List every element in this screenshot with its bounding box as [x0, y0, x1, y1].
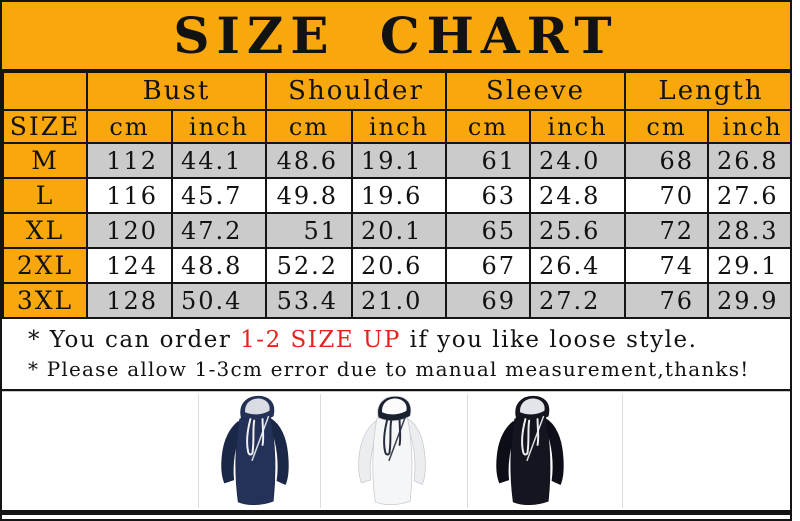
measurement-cell: 47.2 [171, 212, 267, 249]
unit-cell-inch: inch [707, 109, 790, 144]
measurement-cell: 48.8 [171, 247, 267, 284]
measurement-cell: 27.2 [529, 282, 627, 319]
size-cell: XL [2, 212, 88, 249]
unit-cell-cm: cm [445, 109, 532, 144]
size-row-2xl: 2XL 124 48.8 52.2 20.6 67 26.4 74 29.1 [2, 247, 790, 284]
measurement-cell: 116 [86, 177, 173, 214]
tile-divider [467, 394, 468, 508]
measurement-cell: 45.7 [171, 177, 267, 214]
measurement-cell: 112 [86, 142, 173, 179]
measurement-cell: 48.6 [265, 142, 353, 179]
size-row-m: M 112 44.1 48.6 19.1 61 24.0 68 26.8 [2, 142, 790, 179]
measurement-cell: 26.8 [707, 142, 790, 179]
size-row-xl: XL 120 47.2 51 20.1 65 25.6 72 28.3 [2, 212, 790, 249]
measurement-cell: 53.4 [265, 282, 353, 319]
measurement-cell: 27.6 [707, 177, 790, 214]
product-photos-strip [2, 391, 790, 515]
measurement-cell: 128 [86, 282, 173, 319]
measurement-cell: 28.3 [707, 212, 790, 249]
measurement-cell: 52.2 [265, 247, 353, 284]
measurement-cell: 50.4 [171, 282, 267, 319]
size-row-3xl: 3XL 128 50.4 53.4 21.0 69 27.2 76 29.9 [2, 282, 790, 319]
measurement-cell: 21.0 [350, 282, 448, 319]
measurement-cell: 76 [624, 282, 710, 319]
note-measurement-error: * Please allow 1-3cm error due to manual… [28, 356, 750, 381]
measurement-cell: 120 [86, 212, 173, 249]
unit-cell-cm: cm [265, 109, 353, 144]
size-cell: M [2, 142, 88, 179]
size-cell: L [2, 177, 88, 214]
product-photo-black-hoodie [470, 394, 596, 508]
note-size-up-suffix: if you like loose style. [400, 327, 698, 354]
unit-cell-inch: inch [171, 109, 267, 144]
measurement-cell: 29.1 [707, 247, 790, 284]
note-size-up-prefix: * You can order [28, 327, 241, 354]
product-photo-navy-hoodie [200, 394, 316, 508]
unit-cell-inch: inch [350, 109, 448, 144]
measurement-cell: 19.1 [350, 142, 448, 179]
size-row-l: L 116 45.7 49.8 19.6 63 24.8 70 27.6 [2, 177, 790, 214]
measurement-cell: 49.8 [265, 177, 353, 214]
measurement-cell: 70 [624, 177, 710, 214]
tile-divider [622, 394, 623, 508]
tile-divider [320, 394, 321, 508]
measurement-cell: 74 [624, 247, 710, 284]
measurement-cell: 24.0 [529, 142, 627, 179]
measurement-cell: 69 [445, 282, 532, 319]
measurement-cell: 51 [265, 212, 353, 249]
size-chart-table: Bust Shoulder Sleeve Length SIZE cm inch… [2, 71, 790, 319]
measurement-cell: 20.1 [350, 212, 448, 249]
product-photo-white-hoodie [327, 394, 463, 508]
group-header-shoulder: Shoulder [264, 71, 448, 111]
measurement-cell: 68 [624, 142, 710, 179]
measurement-cell: 67 [445, 247, 532, 284]
measurement-cell: 24.8 [529, 177, 627, 214]
title-bar: SIZE CHART [2, 2, 790, 71]
measurement-cell: 25.6 [529, 212, 627, 249]
tile-divider [198, 394, 199, 508]
page-title: SIZE CHART [173, 5, 619, 65]
group-header-length: Length [624, 71, 790, 111]
measurement-cell: 29.9 [707, 282, 790, 319]
notes-box: * You can order 1-2 SIZE UP if you like … [2, 319, 790, 391]
size-cell: 2XL [2, 247, 88, 284]
measurement-cell: 26.4 [529, 247, 627, 284]
measurement-cell: 124 [86, 247, 173, 284]
unit-cell-cm: cm [624, 109, 710, 144]
measurement-cell: 63 [445, 177, 532, 214]
note-size-up: * You can order 1-2 SIZE UP if you like … [28, 327, 790, 353]
group-header-sleeve: Sleeve [445, 71, 627, 111]
measurement-cell: 61 [445, 142, 532, 179]
measurement-cell: 44.1 [171, 142, 267, 179]
unit-cell-cm: cm [86, 109, 173, 144]
size-column-header: SIZE [2, 109, 88, 144]
group-header-bust: Bust [86, 71, 267, 111]
unit-cell-inch: inch [529, 109, 627, 144]
corner-cell [2, 71, 88, 111]
measurement-cell: 20.6 [350, 247, 448, 284]
unit-header-row: SIZE cm inch cm inch cm inch cm inch [2, 109, 790, 144]
size-rows-body: M 112 44.1 48.6 19.1 61 24.0 68 26.8 L 116 45.7 49.8… [2, 142, 790, 319]
measurement-cell: 65 [445, 212, 532, 249]
group-header-row: Bust Shoulder Sleeve Length [2, 71, 790, 111]
size-cell: 3XL [2, 282, 88, 319]
measurement-cell: 72 [624, 212, 710, 249]
note-size-up-highlight: 1-2 SIZE UP [240, 327, 401, 354]
measurement-cell: 19.6 [350, 177, 448, 214]
